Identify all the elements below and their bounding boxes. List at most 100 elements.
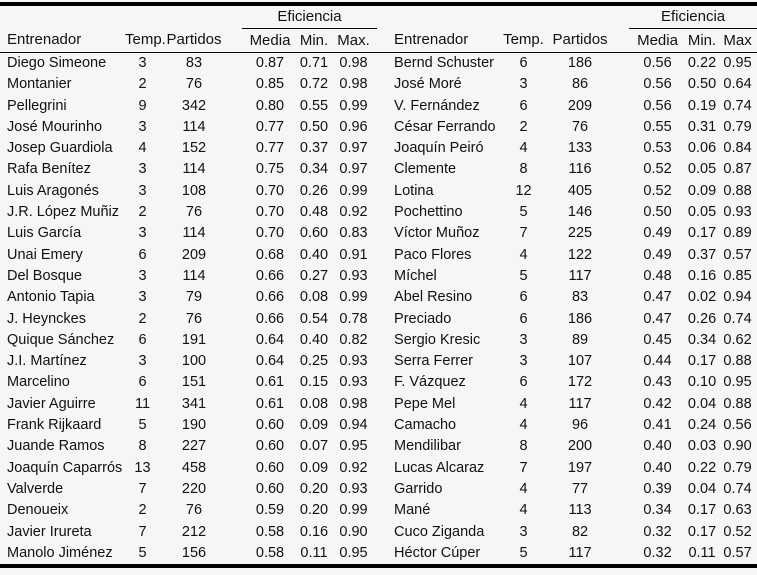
media-cell: 0.58 [255,544,285,561]
table-row: Joaquín Caparrós 13 458 0.60 0.09 0.92 Lucas A… [0,458,757,479]
column-gap [615,223,629,244]
temp-cell: 7 [519,225,528,242]
max-cell: 0.93 [723,204,752,221]
min-cell: 0.05 [687,161,717,178]
temp-cell: 3 [138,267,147,284]
col-header-max-right: Max [718,28,757,53]
column-gap [228,159,242,180]
coach-name-cell: Josep Guardiola [7,140,113,157]
coach-name-cell: Manolo Jiménez [7,544,113,561]
partidos-cell: 114 [182,225,206,242]
column-gap [228,330,242,351]
max-cell: 0.93 [339,374,368,391]
media-cell: 0.60 [255,480,285,497]
coach-name-cell: Pepe Mel [394,395,456,412]
media-cell: 0.87 [255,55,285,71]
max-cell: 0.99 [339,182,368,199]
coach-name-cell: Héctor Cúper [394,544,481,561]
media-cell: 0.60 [255,417,285,434]
coach-name-cell: F. Vázquez [394,374,466,391]
table-row: Unai Emery 6 209 0.68 0.40 0.91 Paco Flores 4 12… [0,245,757,266]
column-gap-left [228,28,242,53]
max-cell: 0.95 [339,544,368,561]
partidos-cell: 227 [181,438,207,455]
coach-name-cell: Marcelino [7,374,70,391]
column-gap [228,266,242,287]
column-gap [228,74,242,95]
efficiency-group-header-right: Eficiencia [629,4,757,29]
coach-name-cell: J. Heynckes [7,310,86,327]
table-row: Juande Ramos 8 227 0.60 0.07 0.95 Mendilibar 8 2… [0,436,757,457]
temp-cell: 5 [519,204,528,221]
media-cell: 0.64 [255,353,285,370]
partidos-cell: 209 [567,97,593,114]
partidos-cell: 76 [185,502,203,519]
partidos-cell: 77 [571,480,589,497]
temp-cell: 4 [519,480,528,497]
media-cell: 0.32 [643,523,672,540]
min-cell: 0.19 [687,97,717,114]
col-header-max-left: Max. [330,28,378,53]
partidos-cell: 341 [181,395,207,412]
coach-name-cell: J.R. López Muñiz [7,204,120,221]
min-cell: 0.03 [687,438,717,455]
partidos-cell: 405 [567,182,593,199]
min-cell: 0.22 [687,55,717,71]
coach-name-cell: Bernd Schuster [394,55,494,71]
min-cell: 0.04 [687,395,717,412]
media-cell: 0.85 [255,76,285,93]
media-cell: 0.39 [643,480,672,497]
media-cell: 0.66 [255,267,285,284]
min-cell: 0.04 [687,480,717,497]
column-gap [228,351,242,372]
max-cell: 0.52 [723,523,752,540]
column-gap [615,287,629,308]
group-header-row: Eficiencia Eficiencia [0,4,757,29]
max-cell: 0.97 [339,161,368,178]
temp-cell: 13 [134,459,151,476]
media-cell: 0.45 [643,331,672,348]
partidos-cell: 117 [568,544,592,561]
coach-name-cell: Juande Ramos [7,438,105,455]
col-header-min-left: Min. [298,28,330,53]
max-cell: 0.89 [723,225,752,242]
media-cell: 0.77 [255,140,285,157]
media-cell: 0.48 [643,267,672,284]
partidos-cell: 116 [568,161,592,178]
coach-name-cell: Míchel [394,267,437,284]
col-header-entrenador-right: Entrenador [377,28,503,53]
coach-name-cell: Sergio Kresic [394,331,481,348]
min-cell: 0.09 [299,459,329,476]
partidos-cell: 114 [182,161,206,178]
partidos-cell: 76 [185,204,203,221]
coach-name-cell: Del Bosque [7,267,82,284]
max-cell: 0.93 [339,480,368,497]
max-cell: 0.57 [723,246,752,263]
min-cell: 0.05 [687,204,717,221]
table-row: Pellegrini 9 342 0.80 0.55 0.99 V. Fernández 6 2… [0,96,757,117]
temp-cell: 4 [519,246,528,263]
column-gap [615,394,629,415]
max-cell: 0.98 [339,76,368,93]
column-gap [228,223,242,244]
partidos-cell: 146 [567,204,593,221]
partidos-cell: 113 [568,502,592,519]
temp-cell: 2 [138,310,147,327]
table-row: Rafa Benítez 3 114 0.75 0.34 0.97 Clemente 8 116… [0,159,757,180]
partidos-cell: 83 [185,55,203,71]
max-cell: 0.74 [723,310,752,327]
coach-name-cell: Montanier [7,76,72,93]
media-cell: 0.43 [643,374,672,391]
partidos-cell: 186 [567,310,593,327]
column-gap [615,96,629,117]
media-cell: 0.47 [643,289,672,306]
partidos-cell: 122 [567,246,593,263]
partidos-cell: 100 [181,353,207,370]
temp-cell: 5 [138,544,147,561]
table-row: Frank Rijkaard 5 190 0.60 0.09 0.94 Camacho 4 96… [0,415,757,436]
column-gap [615,522,629,543]
column-gap [228,543,242,566]
max-cell: 0.88 [723,395,752,412]
temp-cell: 4 [519,140,528,157]
media-cell: 0.68 [255,246,285,263]
